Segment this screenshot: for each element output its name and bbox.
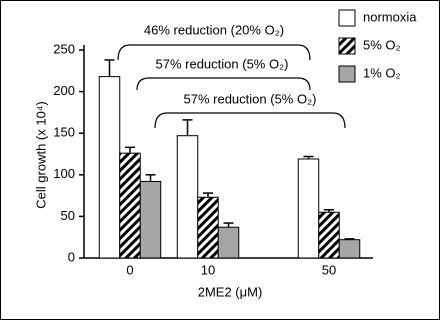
legend-swatch	[338, 9, 356, 27]
legend-swatch	[338, 37, 356, 55]
x-tick-label: 0	[126, 262, 133, 277]
bracket	[117, 44, 311, 61]
bar	[119, 152, 141, 259]
bar	[176, 135, 199, 259]
legend-label: 1% O₂	[363, 65, 401, 80]
bracket	[136, 77, 311, 91]
y-tick-label: 150	[53, 125, 75, 140]
bar	[98, 76, 121, 259]
bar	[338, 239, 361, 259]
bar	[139, 180, 162, 259]
bar	[217, 226, 240, 259]
bar	[297, 158, 320, 259]
y-tick-label: 200	[53, 83, 75, 98]
legend-swatch	[338, 65, 356, 83]
legend-label: 5% O₂	[363, 37, 401, 52]
y-tick-label: 50	[61, 208, 75, 223]
y-tick-label: 0	[68, 249, 75, 264]
annotation: 57% reduction (5% O₂)	[156, 56, 289, 71]
bar	[318, 211, 340, 259]
y-tick-label: 250	[53, 41, 75, 56]
legend-label: normoxia	[363, 9, 417, 24]
y-tick-label: 100	[53, 166, 75, 181]
annotation: 57% reduction (5% O₂)	[184, 91, 317, 106]
bracket	[154, 112, 346, 129]
bar	[197, 196, 219, 259]
x-tick-label: 50	[322, 262, 336, 277]
x-tick-label: 10	[201, 262, 215, 277]
y-axis-label: Cell growth (x 10⁴)	[33, 101, 48, 208]
x-axis-label: 2ME2 (μM)	[198, 284, 263, 299]
annotation: 46% reduction (20% O₂)	[144, 22, 284, 37]
